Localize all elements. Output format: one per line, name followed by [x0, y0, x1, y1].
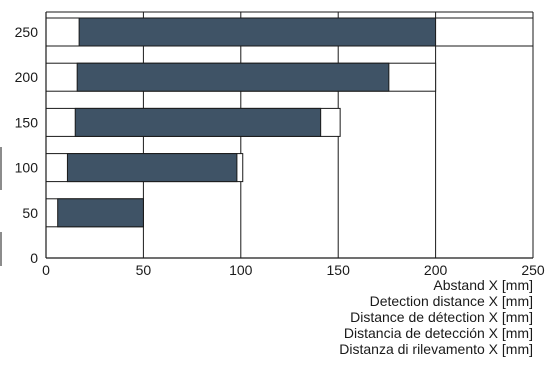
axes — [0, 12, 533, 266]
y-tick-label-0: 0 — [30, 250, 38, 266]
x-tick-label-250: 250 — [521, 262, 545, 278]
x-axis-label-en: Detection distance X [mm] — [369, 293, 533, 309]
x-tick-label-50: 50 — [136, 262, 152, 278]
inner-range-100 — [66, 153, 238, 183]
x-axis-label-fr: Distance de détection X [mm] — [350, 309, 533, 325]
y-tick-label-100: 100 — [15, 160, 39, 176]
x-axis-label-it: Distanza di rilevamento X [mm] — [339, 341, 533, 357]
tick-labels: 250 200 150 100 50 00 50 100 150 200 250 — [15, 24, 545, 278]
x-tick-label-200: 200 — [424, 262, 448, 278]
x-tick-label-100: 100 — [229, 262, 253, 278]
range-bars — [45, 17, 534, 228]
x-tick-label-0: 0 — [42, 262, 50, 278]
grid-lines — [45, 11, 534, 258]
inner-range-50 — [57, 198, 144, 228]
x-axis-label-es: Distancia de detección X [mm] — [343, 325, 533, 341]
y-tick-label-50: 50 — [22, 205, 38, 221]
x-axis-label-de: Abstand X [mm] — [433, 277, 533, 293]
inner-range-150 — [74, 107, 322, 137]
inner-range-250 — [78, 17, 437, 47]
x-axis-label: Abstand X [mm] Detection distance X [mm]… — [339, 277, 533, 357]
y-tick-label-150: 150 — [15, 114, 39, 130]
x-tick-label-150: 150 — [327, 262, 351, 278]
y-tick-label-200: 200 — [15, 69, 39, 85]
inner-range-200 — [76, 62, 390, 92]
y-tick-label-250: 250 — [15, 24, 39, 40]
